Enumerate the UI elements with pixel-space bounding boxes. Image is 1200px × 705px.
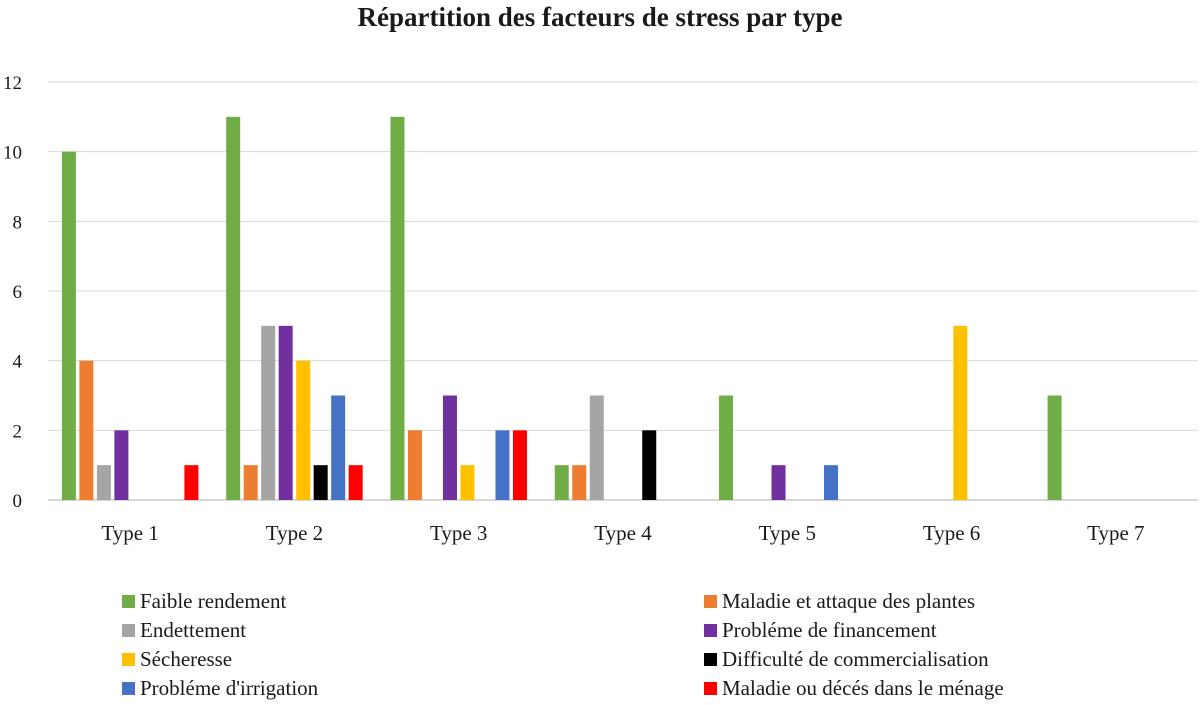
bar xyxy=(953,325,968,500)
bar xyxy=(1047,395,1062,500)
legend-swatch xyxy=(704,652,717,666)
legend-item: Difficulté de commercialisation xyxy=(704,646,989,672)
legend-item: Maladie et attaque des plantes xyxy=(704,588,975,614)
chart-plot: 0 2 4 6 8 10 12 Type 1 Type 2 Type 3 Type 4 Type 5… xyxy=(3,73,1198,545)
bar xyxy=(824,465,839,500)
legend-item: Sécheresse xyxy=(122,646,232,672)
bar xyxy=(296,360,311,500)
bar xyxy=(348,465,363,500)
y-tick-label: 10 xyxy=(3,143,22,164)
y-tick-label: 6 xyxy=(13,282,23,303)
legend-swatch xyxy=(122,652,135,666)
bar xyxy=(96,465,111,500)
legend-swatch xyxy=(704,594,717,608)
y-tick-label: 4 xyxy=(13,352,23,373)
bar xyxy=(184,465,199,500)
bar xyxy=(572,465,587,500)
legend-label: Probléme d'irrigation xyxy=(140,675,319,700)
bar xyxy=(313,465,328,500)
legend-label: Sécheresse xyxy=(140,646,233,671)
legend-item: Faible rendement xyxy=(122,588,286,614)
bar xyxy=(390,116,405,500)
bar xyxy=(61,151,76,500)
gridlines xyxy=(48,81,1198,501)
x-axis-labels: Type 1 Type 2 Type 3 Type 4 Type 5 Type 6 Type… xyxy=(101,521,1144,545)
bar xyxy=(442,395,457,500)
x-category-label: Type 6 xyxy=(923,521,980,545)
y-tick-label: 0 xyxy=(13,491,23,512)
y-tick-label: 2 xyxy=(13,421,23,442)
legend-label: Maladie et attaque des plantes xyxy=(722,588,976,613)
legend-label: Faible rendement xyxy=(140,588,287,613)
x-category-label: Type 3 xyxy=(430,521,487,545)
legend-item: Endettement xyxy=(122,617,246,643)
bar xyxy=(261,325,276,500)
legend: Faible rendement Maladie et attaque des p… xyxy=(0,588,1200,705)
bar xyxy=(642,430,657,500)
legend-swatch xyxy=(122,681,135,695)
bar xyxy=(495,430,510,500)
x-category-label: Type 2 xyxy=(266,521,323,545)
y-tick-label: 8 xyxy=(13,212,23,233)
x-category-label: Type 1 xyxy=(101,521,158,545)
bar xyxy=(79,360,94,500)
bar xyxy=(114,430,129,500)
legend-item: Probléme d'irrigation xyxy=(122,675,318,701)
bar xyxy=(512,430,527,500)
y-axis-ticks: 0 2 4 6 8 10 12 xyxy=(3,73,23,512)
legend-swatch xyxy=(122,623,135,637)
bar xyxy=(589,395,604,500)
x-category-label: Type 7 xyxy=(1087,521,1144,545)
legend-swatch xyxy=(122,594,135,608)
x-category-label: Type 4 xyxy=(594,521,652,545)
legend-item: Maladie ou décés dans le ménage xyxy=(704,675,1004,701)
bar xyxy=(331,395,346,500)
bar xyxy=(407,430,422,500)
legend-swatch xyxy=(704,681,717,695)
bar xyxy=(278,325,293,500)
bar xyxy=(719,395,734,500)
y-tick-label: 12 xyxy=(3,73,22,94)
bar xyxy=(243,465,258,500)
legend-swatch xyxy=(704,623,717,637)
bar xyxy=(554,465,569,500)
chart-title: Répartition des facteurs de stress par t… xyxy=(357,2,843,32)
bar xyxy=(460,465,475,500)
legend-label: Probléme de financement xyxy=(722,617,937,642)
legend-label: Endettement xyxy=(140,617,247,642)
x-category-label: Type 5 xyxy=(759,521,816,545)
bars xyxy=(61,116,1062,500)
bar xyxy=(226,116,241,500)
legend-label: Maladie ou décés dans le ménage xyxy=(722,675,1004,700)
bar xyxy=(771,465,786,500)
legend-item: Probléme de financement xyxy=(704,617,937,643)
legend-label: Difficulté de commercialisation xyxy=(722,646,989,671)
